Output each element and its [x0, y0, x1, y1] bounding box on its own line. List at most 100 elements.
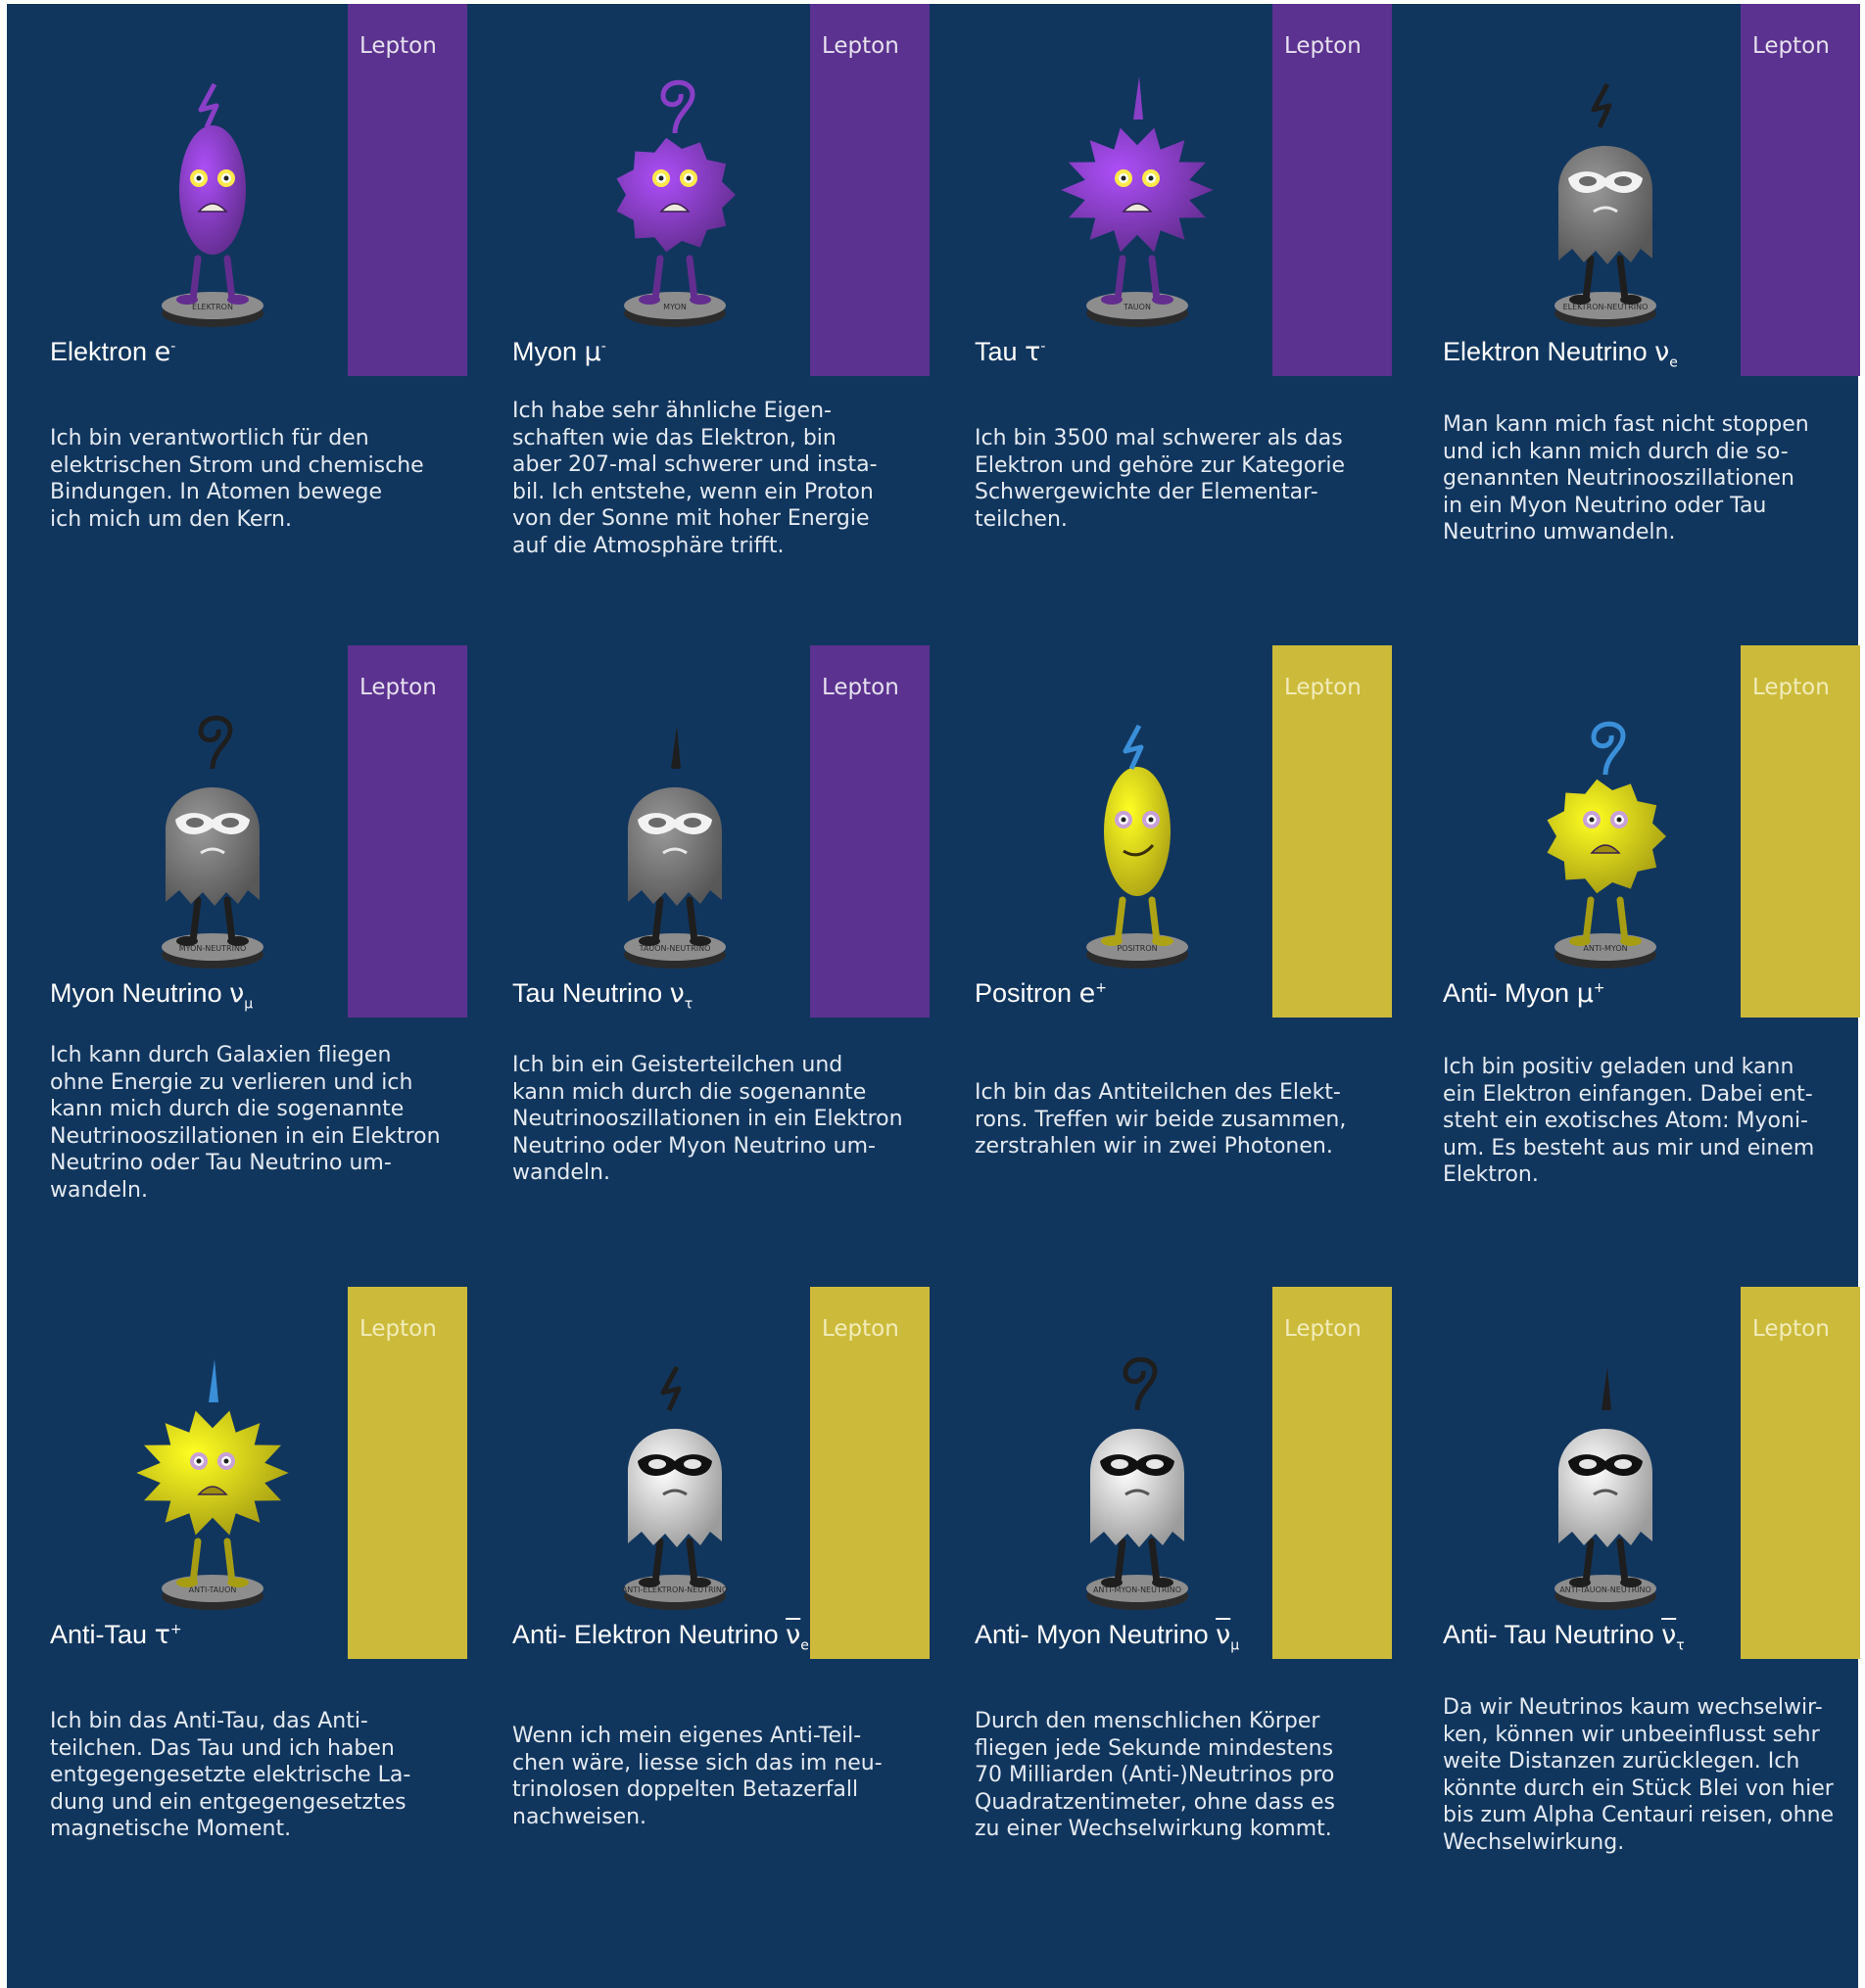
- left-eye: [648, 818, 666, 828]
- right-eye: [684, 1459, 701, 1469]
- left-leg: [189, 255, 202, 304]
- left-foot: [1101, 295, 1123, 305]
- left-leg: [1582, 1538, 1595, 1586]
- left-leg: [1114, 1538, 1126, 1586]
- symbol-base: ν: [669, 978, 685, 1009]
- symbol-base: µ: [584, 337, 601, 367]
- category-band: Lepton: [810, 4, 930, 376]
- left-leg: [1582, 255, 1595, 304]
- left-eye: [1579, 1459, 1597, 1469]
- stand-label: ANTI-TAUON: [189, 1586, 237, 1594]
- particle-description: Ich bin das Anti-Tau, das Anti- teilchen…: [50, 1709, 411, 1841]
- frown: [659, 203, 691, 213]
- left-eye: [1583, 811, 1601, 828]
- spiral-antenna: [1591, 721, 1626, 776]
- symbol-base: τ: [154, 1620, 170, 1650]
- body: [1558, 1429, 1652, 1547]
- particle-name-text: Myon Neutrino: [50, 978, 222, 1008]
- symbol-base: µ: [1576, 978, 1594, 1009]
- right-foot: [227, 1578, 249, 1587]
- stand-label: ANTI-MYON: [1583, 944, 1627, 953]
- category-label: Lepton: [1284, 1316, 1362, 1342]
- mouth: [200, 847, 225, 855]
- spiral-antenna: [660, 79, 695, 134]
- symbol-base: ν: [786, 1620, 801, 1650]
- particle-symbol: νe: [786, 1620, 809, 1653]
- symbol-base: ν: [229, 978, 245, 1009]
- stand-label: TAUON-NEUTRINO: [639, 944, 711, 953]
- particle-name-text: Tau: [975, 337, 1018, 366]
- particle-symbol: νμ: [1216, 1620, 1239, 1653]
- symbol-base: ν: [1661, 1620, 1677, 1650]
- spike-antenna: [671, 726, 681, 769]
- stand-label: ANTI-MYON-NEUTRINO: [1093, 1586, 1181, 1594]
- particle-figure: TAUON-NEUTRINO: [624, 726, 726, 969]
- right-eye: [1146, 1459, 1164, 1469]
- symbol-base: e: [154, 337, 171, 367]
- left-eye: [652, 169, 670, 187]
- body: [179, 125, 246, 255]
- left-foot: [1569, 1578, 1591, 1587]
- particle-card: Lepton MYON Myon µ- Ich habe sehr ähnliche …: [469, 4, 930, 631]
- symbol-flavour: τ: [684, 996, 693, 1013]
- particle-description: Wenn ich mein eigenes Anti-Teil- chen wä…: [512, 1724, 883, 1829]
- particle-description: Ich bin das Antiteilchen des Elekt- rons…: [975, 1080, 1347, 1159]
- right-eye: [1142, 169, 1160, 187]
- particle-name-text: Anti-Tau: [50, 1620, 148, 1649]
- particle-name: Elektron Neutrino νe: [1443, 337, 1678, 370]
- right-leg: [1616, 1538, 1629, 1586]
- right-leg: [686, 1538, 698, 1586]
- particle-name: Tau τ-: [975, 337, 1045, 367]
- particle-name-text: Elektron Neutrino: [1443, 337, 1648, 366]
- body: [628, 787, 722, 906]
- particle-name: Myon µ-: [512, 337, 606, 367]
- category-label: Lepton: [1284, 675, 1362, 700]
- right-foot: [1620, 936, 1642, 946]
- right-eye: [1614, 1459, 1632, 1469]
- particle-figure: MYON-NEUTRINO: [162, 715, 263, 969]
- right-leg: [223, 1538, 236, 1586]
- symbol-base: ν: [1216, 1620, 1231, 1650]
- mouth: [662, 1489, 688, 1496]
- category-band: Lepton: [1272, 4, 1392, 376]
- particle-symbol: ντ: [1661, 1620, 1685, 1654]
- category-band: Lepton: [810, 645, 930, 1018]
- symbol-flavour: τ: [1676, 1637, 1685, 1654]
- left-eye: [186, 818, 204, 828]
- symbol-flavour: e: [1669, 355, 1678, 371]
- right-leg: [686, 255, 698, 304]
- body: [1547, 779, 1666, 894]
- particle-name-text: Anti- Myon: [1443, 978, 1570, 1008]
- left-foot: [639, 295, 660, 305]
- left-eye: [1111, 1459, 1128, 1469]
- particle-figure: ANTI-MYON-NEUTRINO: [1086, 1356, 1188, 1610]
- particle-name: Elektron e-: [50, 337, 175, 367]
- particle-description: Da wir Neutrinos kaum wechselwir- ken, k…: [1443, 1695, 1835, 1855]
- right-foot: [227, 295, 249, 305]
- left-foot: [176, 936, 198, 946]
- bolt-antenna: [660, 1365, 682, 1412]
- left-eye: [1579, 176, 1597, 186]
- smile: [1123, 843, 1155, 857]
- left-foot: [176, 295, 198, 305]
- right-eye: [1614, 176, 1632, 186]
- right-eye: [680, 169, 697, 187]
- particle-figure: ANTI-MYON: [1547, 721, 1666, 969]
- particle-card: Lepton ANTI-ELEKTRON-NEUTRINO Anti- Elektr…: [469, 1287, 930, 1914]
- right-eye: [684, 818, 701, 828]
- right-leg: [686, 896, 698, 945]
- right-foot: [1620, 1578, 1642, 1587]
- right-leg: [223, 255, 236, 304]
- body: [616, 137, 736, 253]
- particle-symbol: νμ: [229, 978, 253, 1012]
- particle-name: Anti- Myon µ+: [1443, 978, 1604, 1009]
- right-foot: [227, 936, 249, 946]
- particle-card: Lepton POSITRON Positron e+ Ich bin das Ant…: [932, 645, 1392, 1272]
- particle-card: Lepton TAUON Tau τ- Ich bin 3500 mal schwer…: [932, 4, 1392, 631]
- particle-figure: ANTI-TAUON-NEUTRINO: [1554, 1367, 1656, 1610]
- particle-figure: TAUON: [1061, 76, 1214, 327]
- symbol-charge: -: [170, 339, 176, 355]
- left-foot: [639, 936, 660, 946]
- particle-description: Man kann mich fast nicht stoppen und ich…: [1443, 412, 1809, 544]
- stand-label: ANTI-TAUON-NEUTRINO: [1559, 1586, 1651, 1594]
